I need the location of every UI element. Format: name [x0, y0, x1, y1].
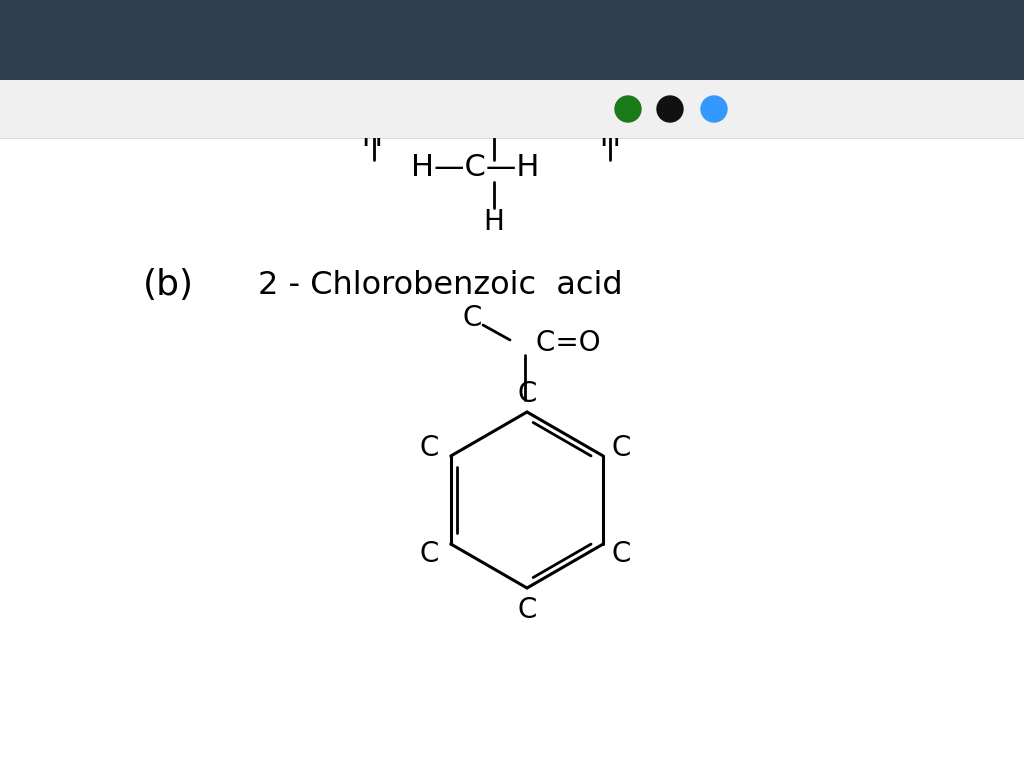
Text: C: C [611, 540, 631, 568]
Text: H—C—H: H—C—H [411, 154, 540, 183]
Text: 57%: 57% [964, 7, 994, 21]
Text: <: < [15, 44, 35, 64]
Circle shape [615, 96, 641, 122]
Text: 2 - Chlorobenzoic  acid: 2 - Chlorobenzoic acid [258, 270, 623, 300]
Text: ⊞: ⊞ [445, 100, 462, 118]
Text: T: T [500, 100, 512, 118]
Text: ☀: ☀ [549, 100, 566, 118]
Text: ...: ... [1006, 44, 1024, 64]
Text: ◇: ◇ [186, 100, 202, 118]
Bar [0, 80, 1024, 138]
Text: C: C [419, 540, 438, 568]
Text: ✎: ✎ [134, 100, 151, 118]
Text: CHEMISTRY  v: CHEMISTRY v [371, 37, 653, 71]
Bar [775, 88, 813, 130]
Text: (b): (b) [142, 268, 194, 302]
Text: ✕: ✕ [970, 44, 987, 64]
Text: □: □ [134, 44, 156, 64]
Text: H: H [483, 208, 505, 236]
Text: H: H [361, 124, 382, 152]
Text: C: C [517, 380, 537, 408]
Text: ⊡: ⊡ [290, 100, 306, 118]
Text: ★: ★ [393, 100, 411, 118]
Text: —: — [782, 99, 805, 119]
Text: □: □ [81, 100, 99, 118]
Circle shape [701, 96, 727, 122]
Text: ᛒ: ᛒ [135, 98, 145, 116]
Text: C⁠=⁠O: C⁠=⁠O [536, 329, 600, 357]
Text: C: C [462, 304, 481, 332]
Text: C: C [419, 434, 438, 462]
Text: —: — [744, 99, 767, 119]
Text: ↩: ↩ [855, 44, 872, 64]
Text: ⊕: ⊕ [931, 44, 949, 64]
Text: C: C [611, 434, 631, 462]
Bar [0, 0, 1024, 28]
Text: ⊘: ⊘ [238, 100, 254, 118]
Text: H: H [600, 124, 621, 152]
Text: —: — [828, 99, 851, 119]
Text: ↑: ↑ [176, 44, 195, 64]
Text: C: C [517, 596, 537, 624]
Text: ↪: ↪ [893, 44, 910, 64]
Text: Q: Q [96, 44, 114, 64]
Text: ⊞: ⊞ [55, 44, 75, 64]
Circle shape [657, 96, 683, 122]
Text: 3:50 AM  Wed 1 Dec: 3:50 AM Wed 1 Dec [8, 6, 172, 22]
Text: ○: ○ [341, 100, 358, 118]
Bar [0, 28, 1024, 80]
